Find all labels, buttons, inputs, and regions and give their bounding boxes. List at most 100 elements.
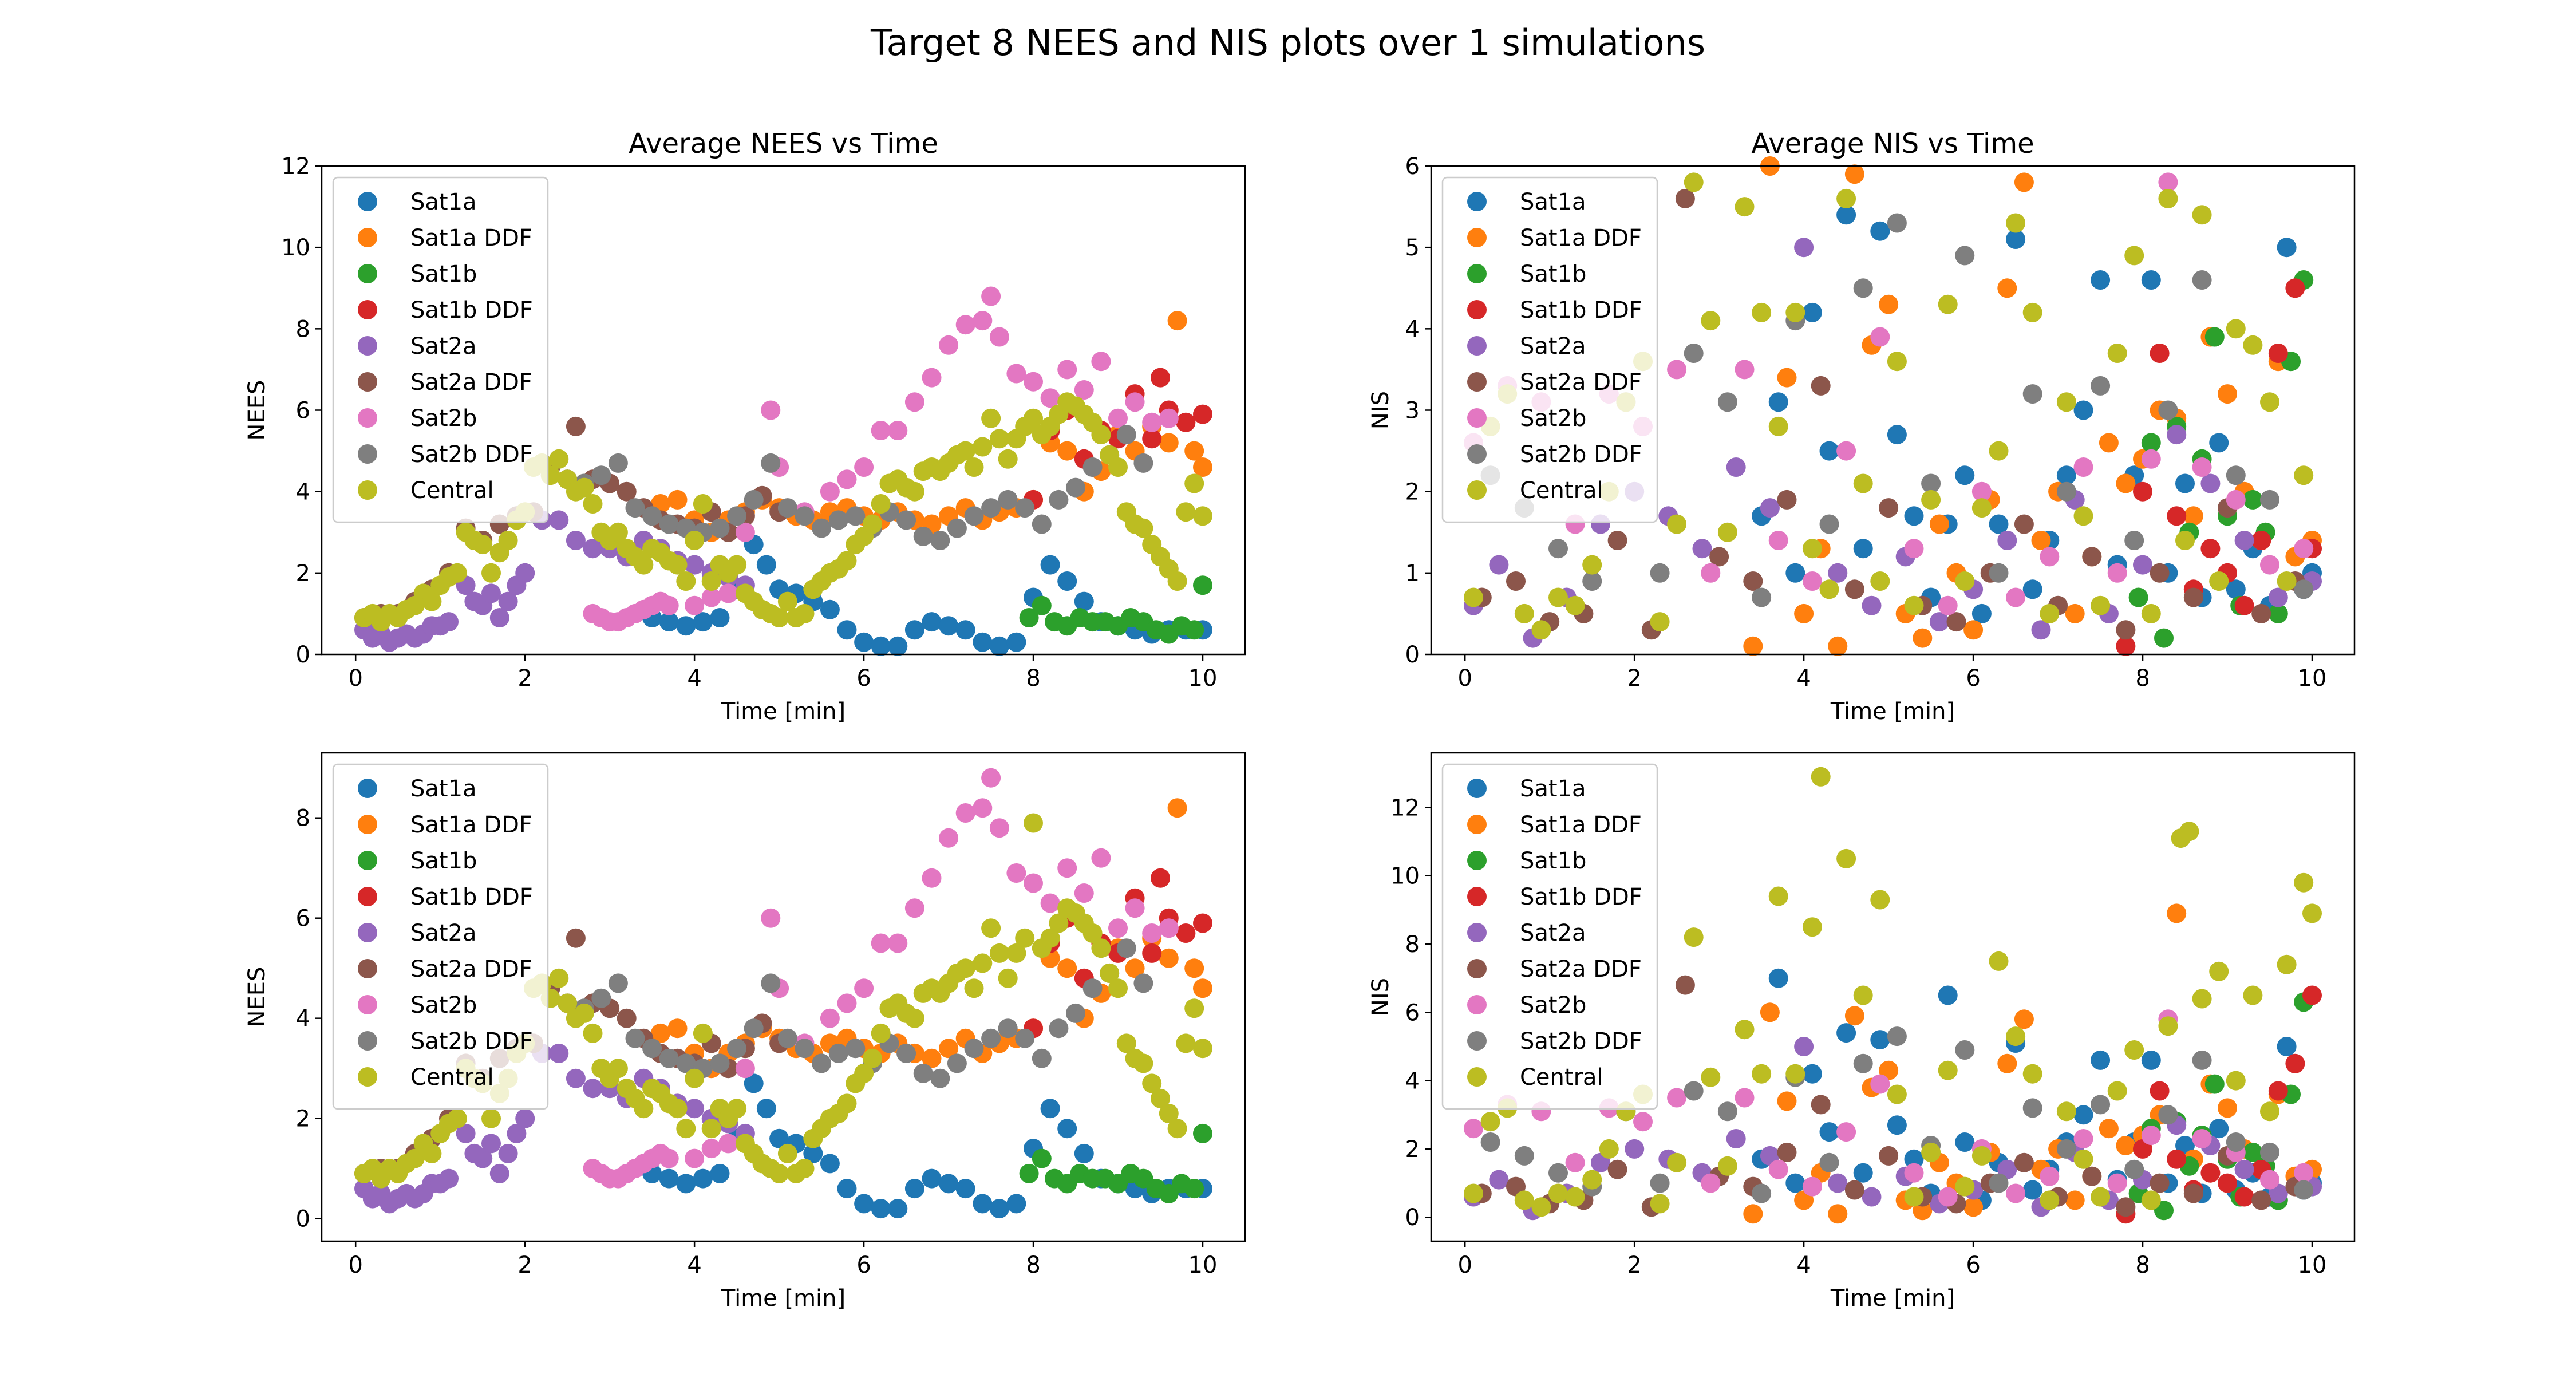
data-point (693, 612, 713, 632)
legend-marker (358, 444, 377, 464)
legend-marker (358, 228, 377, 247)
x-tick-label: 8 (1026, 665, 1040, 692)
data-point (1785, 1173, 1805, 1193)
data-point (2226, 319, 2246, 339)
data-point (777, 1028, 797, 1048)
data-point (922, 1168, 942, 1189)
data-point (515, 563, 535, 583)
data-point (1176, 1033, 1196, 1053)
data-point (744, 489, 764, 510)
data-point (1184, 441, 1204, 461)
legend-marker (358, 192, 377, 211)
legend-item: Central (358, 477, 494, 504)
data-point (1582, 571, 1602, 591)
data-point (1514, 1146, 1534, 1166)
data-point (1870, 327, 1890, 347)
data-point (1057, 958, 1077, 978)
legend-label: Sat1a (1520, 776, 1586, 802)
y-tick-label: 8 (296, 316, 310, 342)
legend-item: Sat1b DDF (1467, 884, 1642, 910)
data-point (1582, 1170, 1602, 1190)
data-point (981, 918, 1001, 938)
data-point (1582, 555, 1602, 575)
data-point (2218, 1173, 2237, 1193)
data-point (1853, 278, 1873, 298)
data-point (1006, 1194, 1026, 1214)
data-point (1548, 539, 1568, 559)
data-point (888, 421, 908, 440)
data-point (1989, 951, 2009, 971)
data-point (2141, 1126, 2161, 1146)
x-tick-label: 4 (687, 1252, 701, 1278)
x-tick-label: 10 (2298, 665, 2327, 692)
legend-marker (1467, 372, 1487, 392)
data-point (1108, 457, 1128, 477)
legend-item: Sat1b (358, 848, 477, 874)
data-point (913, 1063, 933, 1083)
data-point (1768, 416, 1788, 436)
data-point (1193, 1123, 1212, 1143)
data-point (2218, 1098, 2237, 1118)
data-point (1074, 1143, 1094, 1163)
legend-label: Sat2b (1520, 405, 1586, 432)
data-point (769, 1128, 789, 1148)
data-point (473, 1148, 493, 1168)
data-point (837, 620, 857, 640)
y-tick-label: 2 (296, 1106, 310, 1132)
legend-marker (1467, 1031, 1487, 1051)
legend-item: Sat1b DDF (1467, 297, 1642, 323)
data-point (2218, 384, 2237, 404)
data-point (862, 1048, 882, 1068)
data-point (727, 555, 747, 575)
data-point (998, 968, 1018, 988)
y-tick-label: 6 (1405, 1000, 1420, 1026)
data-point (583, 1079, 603, 1099)
data-point (2260, 1101, 2279, 1122)
data-point (896, 1043, 916, 1063)
data-point (1531, 1197, 1551, 1217)
data-point (1938, 294, 1958, 314)
data-point (2243, 489, 2263, 510)
data-point (1811, 376, 1831, 396)
legend-label: Sat2b DDF (1520, 1028, 1642, 1055)
data-point (2040, 1166, 2060, 1186)
data-point (2099, 433, 2119, 453)
data-point (1184, 473, 1204, 493)
data-point (2277, 571, 2297, 591)
data-point (727, 506, 747, 526)
data-point (2192, 1050, 2212, 1070)
legend-label: Sat2b (1520, 992, 1586, 1018)
legend-marker (1467, 887, 1487, 906)
legend-box (1441, 176, 1658, 523)
data-point (2022, 302, 2042, 322)
data-point (727, 1039, 747, 1059)
legend-item: Sat1a (358, 189, 477, 215)
subplot-1: 0 2 4 6 8 10 0 2 4 6 8 10 12 Average NEES vs Time Time… (244, 128, 1246, 725)
data-point (1828, 1204, 1848, 1224)
data-point (1074, 591, 1094, 611)
data-point (566, 928, 586, 948)
legend-item: Sat2a DDF (358, 956, 532, 982)
data-point (685, 1148, 705, 1168)
legend-label: Sat1a DDF (410, 812, 532, 838)
data-point (1032, 1048, 1052, 1068)
x-tick-label: 6 (856, 1252, 871, 1278)
data-point (1701, 563, 1721, 583)
data-point (2154, 628, 2174, 648)
legend-item: Central (1467, 477, 1603, 504)
data-point (2243, 1142, 2263, 1162)
data-point (1006, 364, 1026, 384)
data-point (1701, 1173, 1721, 1193)
legend-label: Sat2a DDF (410, 369, 532, 396)
data-point (1006, 863, 1026, 883)
data-point (998, 489, 1018, 510)
data-point (1142, 412, 1162, 432)
data-point (1548, 587, 1568, 607)
x-tick-label: 10 (2298, 1252, 2327, 1278)
data-point (989, 429, 1009, 449)
y-axis-label: NIS (1368, 391, 1394, 429)
data-point (1006, 943, 1026, 963)
data-point (1997, 531, 2017, 550)
y-tick-label: 6 (296, 906, 310, 932)
data-point (1057, 441, 1077, 461)
